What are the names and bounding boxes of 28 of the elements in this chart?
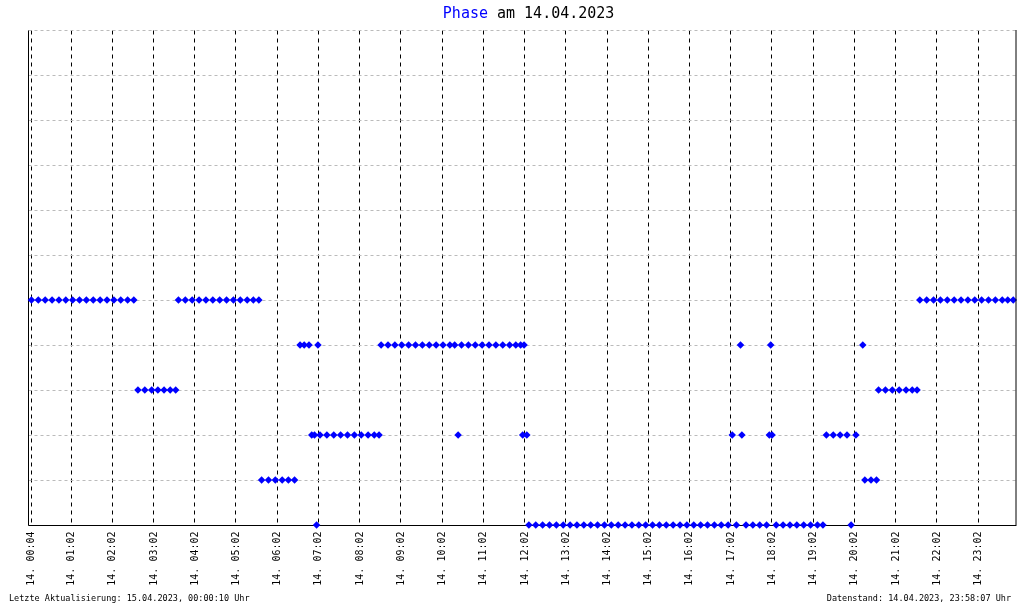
x-tick-label: 14. 06:02 xyxy=(271,531,283,586)
text: Datenstand: 14.04.2023, 23:58:07 Uhr xyxy=(826,593,1011,603)
x-tick-label: 14. 01:02 xyxy=(65,531,77,586)
x-tick-label: 14. 21:02 xyxy=(889,531,901,586)
x-tick-label: 14. 02:02 xyxy=(106,531,118,586)
x-tick-label: 14. 04:02 xyxy=(188,531,200,586)
x-tick-label: 14. 00:04 xyxy=(25,531,37,586)
x-tick-label: 14. 10:02 xyxy=(436,531,448,586)
x-tick-label: 14. 19:02 xyxy=(807,531,819,586)
chart-title: am 14.04.2023 xyxy=(497,4,615,22)
x-tick-label: 14. 18:02 xyxy=(765,531,777,586)
x-tick-label: 14. 20:02 xyxy=(848,531,860,586)
x-tick-label: 14. 17:02 xyxy=(724,531,736,586)
x-tick-label: 14. 11:02 xyxy=(477,531,489,586)
text: Phase xyxy=(442,4,488,22)
x-tick-label: 14. 07:02 xyxy=(312,531,324,586)
text: Letzte Aktualisierung: 15.04.2023, 00:00:10 Uhr xyxy=(9,593,250,603)
x-tick-label: 14. 13:02 xyxy=(559,531,571,586)
x-tick-label: 14. 12:02 xyxy=(518,531,530,586)
x-tick-label: 14. 14:02 xyxy=(601,531,613,586)
x-tick-label: 14. 05:02 xyxy=(229,531,241,586)
x-tick-label: 14. 23:02 xyxy=(972,531,984,586)
x-tick-label: 14. 15:02 xyxy=(642,531,654,586)
x-tick-label: 14. 22:02 xyxy=(930,531,942,586)
x-tick-label: 14. 08:02 xyxy=(353,531,365,586)
x-tick-label: 14. 09:02 xyxy=(394,531,406,586)
x-tick-label: 14. 16:02 xyxy=(683,531,695,586)
x-tick-label: 14. 03:02 xyxy=(147,531,159,586)
